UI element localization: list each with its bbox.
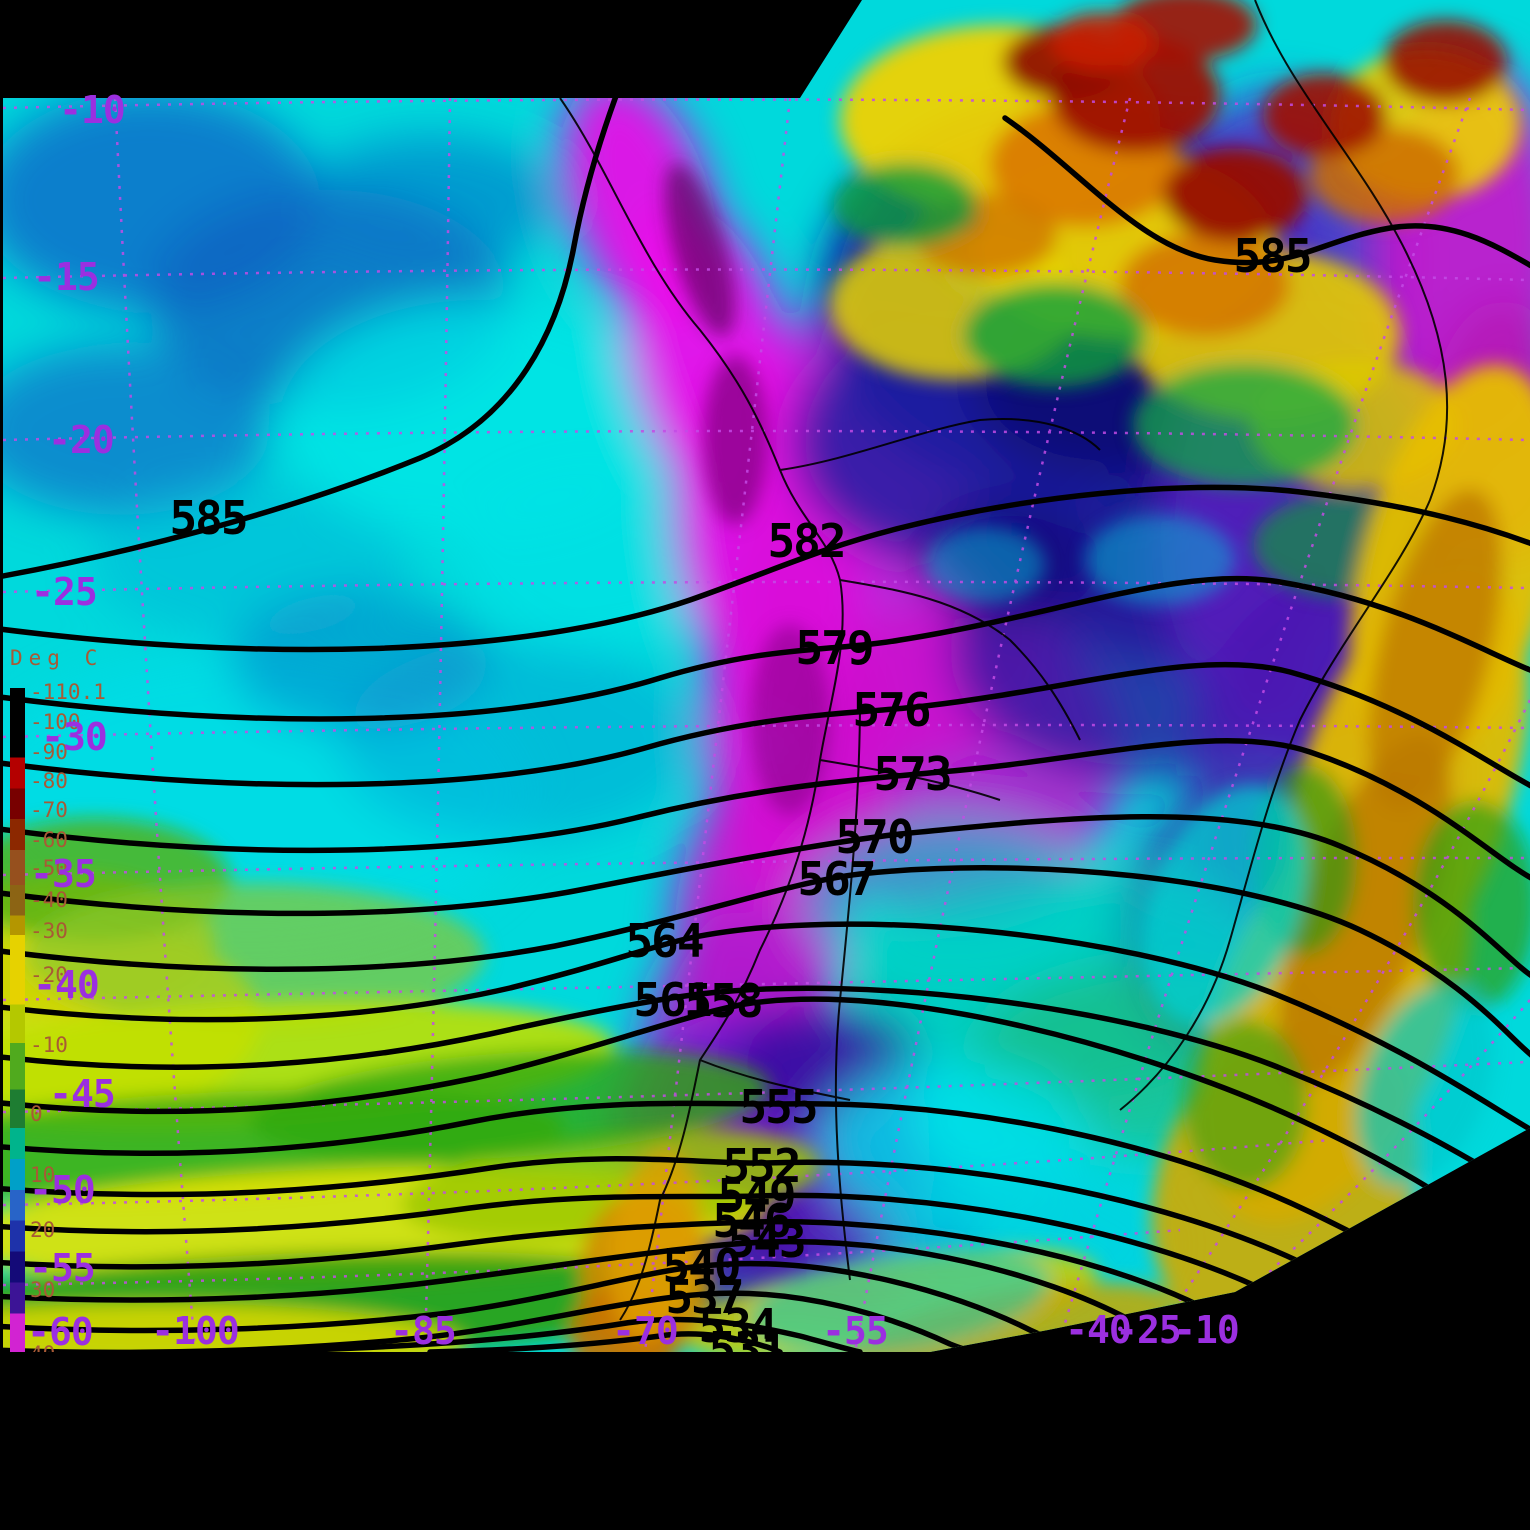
latitude-label: -15 <box>33 255 100 299</box>
contour-label: 543 <box>727 1214 806 1268</box>
longitude-label: -55 <box>822 1309 889 1353</box>
colorbar-tick: -110.1 <box>30 680 106 704</box>
colorbar-tick: -90 <box>30 740 68 764</box>
contour-label: 561 <box>633 973 712 1027</box>
temperature-colorbar <box>10 688 25 1460</box>
colorbar-tick: -20 <box>30 963 68 987</box>
contour-label: 579 <box>795 621 874 675</box>
latitude-label: -45 <box>49 1072 116 1116</box>
colorbar-tick: 10 <box>30 1163 56 1187</box>
contour-label: 555 <box>739 1080 818 1134</box>
colorbar-tick: 20 <box>30 1218 56 1242</box>
contour-label: 570 <box>835 810 914 864</box>
colorbar-tick: -70 <box>30 798 68 822</box>
contour-label: 585 <box>1233 229 1312 283</box>
latitude-label: -10 <box>59 88 126 132</box>
latitude-label: -30 <box>41 715 108 759</box>
latitude-label: -40 <box>33 963 100 1007</box>
longitude-label: -10 <box>1173 1308 1240 1352</box>
contour-label: 558 <box>684 974 763 1028</box>
longitude-label: -70 <box>612 1309 679 1353</box>
contour-label: 540 <box>662 1239 741 1293</box>
title-band: IR4 analisis GEOP 500 hPa GFS 18Z 202210… <box>0 1352 1530 1530</box>
longitude-label: -40 <box>1065 1308 1132 1352</box>
graticule-lines <box>3 97 1530 1352</box>
contour-label: 546 <box>712 1194 791 1248</box>
contour-label: 585 <box>169 491 248 545</box>
latitude-label: -25 <box>31 570 98 614</box>
contour-label: 537 <box>665 1270 744 1324</box>
contour-label: 534 <box>698 1299 777 1353</box>
latitude-label: -55 <box>29 1246 96 1290</box>
contour-label: 549 <box>717 1169 796 1223</box>
colorbar-tick: -30 <box>30 919 68 943</box>
colorbar-tick: -80 <box>30 769 68 793</box>
latitude-label: -60 <box>27 1310 94 1354</box>
colorbar-tick: -40 <box>30 888 68 912</box>
colorbar-tick: 0 <box>30 1102 43 1126</box>
contour-label: 576 <box>852 683 931 737</box>
latitude-label: -20 <box>48 418 115 462</box>
colorbar-tick: -60 <box>30 828 68 852</box>
contour-label: 552 <box>722 1139 801 1193</box>
contour-label: 582 <box>767 514 846 568</box>
colorbar-tick: -100 <box>30 710 81 734</box>
longitude-label: -100 <box>151 1309 240 1353</box>
contour-label: 564 <box>625 914 704 968</box>
contour-label: 573 <box>873 747 952 801</box>
colorbar-unit-label: Deg C <box>10 646 104 670</box>
latitude-label: -50 <box>29 1168 96 1212</box>
latitude-label: -35 <box>30 852 97 896</box>
colorbar-tick: 30 <box>30 1278 56 1302</box>
longitude-label: -25 <box>1115 1308 1182 1352</box>
colorbar-tick: -10 <box>30 1033 68 1057</box>
colorbar-tick: -50 <box>30 856 68 880</box>
longitude-label: -85 <box>390 1309 457 1353</box>
contour-label: 567 <box>797 852 876 906</box>
